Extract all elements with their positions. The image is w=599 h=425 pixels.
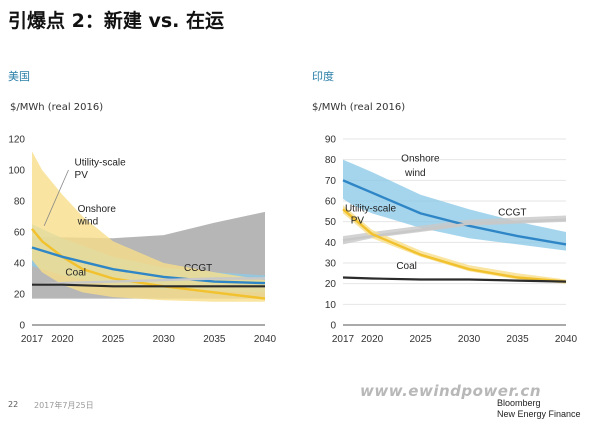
y-tick-india: 90 bbox=[325, 135, 337, 146]
series-line-us-ccgt bbox=[31, 277, 265, 286]
annotation-us: wind bbox=[77, 216, 99, 227]
x-tick-india: 2040 bbox=[555, 334, 578, 345]
band-india-onshore-wind-new bbox=[343, 159, 566, 251]
x-tick-india: 2030 bbox=[458, 334, 481, 345]
x-tick-india: 2017 bbox=[332, 334, 355, 345]
annotation-us: Coal bbox=[65, 267, 86, 278]
y-tick-india: 50 bbox=[325, 217, 337, 228]
y-axis-label-us: $/MWh (real 2016) bbox=[10, 102, 104, 113]
y-tick-us: 20 bbox=[14, 290, 26, 301]
x-tick-india: 2035 bbox=[506, 334, 529, 345]
x-tick-us: 2035 bbox=[203, 334, 226, 345]
series-line-us-onshore-wind bbox=[31, 246, 266, 285]
annotation-us: Onshore bbox=[78, 204, 117, 215]
y-tick-india: 0 bbox=[330, 321, 336, 332]
annotation-india: wind bbox=[404, 168, 426, 179]
x-tick-us: 2017 bbox=[21, 334, 44, 345]
pv-label-leader bbox=[43, 169, 69, 226]
annotation-us: CCGT bbox=[184, 263, 212, 274]
series-line-india-onshore-wind bbox=[342, 179, 567, 246]
annotation-india: Coal bbox=[396, 261, 417, 272]
y-tick-india: 80 bbox=[325, 155, 337, 166]
y-axis-label-india: $/MWh (real 2016) bbox=[312, 102, 406, 113]
y-tick-india: 10 bbox=[325, 300, 337, 311]
annotation-india: PV bbox=[351, 216, 365, 227]
series-line-india-utility-scale-pv bbox=[342, 208, 567, 283]
annotation-india: CCGT bbox=[498, 207, 526, 218]
brand-line-2: New Energy Finance bbox=[497, 409, 581, 419]
y-tick-us: 100 bbox=[8, 166, 25, 177]
y-tick-us: 40 bbox=[14, 259, 26, 270]
series-line-us-coal bbox=[32, 283, 265, 288]
series-line-us-utility-scale-pv bbox=[31, 228, 266, 300]
region-label-us: 美国 bbox=[8, 70, 30, 83]
x-tick-us: 2025 bbox=[102, 334, 125, 345]
footer-page-number: 22 bbox=[8, 400, 19, 409]
y-tick-india: 40 bbox=[325, 238, 337, 249]
y-tick-us: 60 bbox=[14, 228, 26, 239]
x-tick-india: 2020 bbox=[361, 334, 384, 345]
y-tick-india: 30 bbox=[325, 259, 337, 270]
series-line-india-coal bbox=[342, 276, 567, 283]
series-line-india-ccgt bbox=[342, 218, 567, 242]
x-tick-us: 2020 bbox=[51, 334, 74, 345]
watermark: www.ewindpower.cn bbox=[360, 382, 541, 400]
annotation-us: PV bbox=[75, 170, 89, 181]
y-tick-us: 0 bbox=[19, 321, 25, 332]
page-title: 引爆点 2：新建 vs. 在运 bbox=[8, 10, 224, 32]
region-label-india: 印度 bbox=[312, 70, 334, 83]
footer-date: 2017年7月25日 bbox=[34, 401, 94, 410]
annotation-india: Utility-scale bbox=[345, 203, 397, 214]
y-tick-india: 70 bbox=[325, 176, 337, 187]
y-tick-india: 20 bbox=[325, 279, 337, 290]
x-tick-us: 2030 bbox=[153, 334, 176, 345]
y-tick-us: 120 bbox=[8, 135, 25, 146]
brand-line-1: Bloomberg bbox=[497, 398, 541, 408]
y-tick-us: 80 bbox=[14, 197, 26, 208]
annotation-us: Utility-scale bbox=[75, 157, 127, 168]
x-tick-india: 2025 bbox=[409, 334, 432, 345]
x-tick-us: 2040 bbox=[254, 334, 277, 345]
annotation-india: Onshore bbox=[401, 154, 440, 165]
y-tick-india: 60 bbox=[325, 197, 337, 208]
